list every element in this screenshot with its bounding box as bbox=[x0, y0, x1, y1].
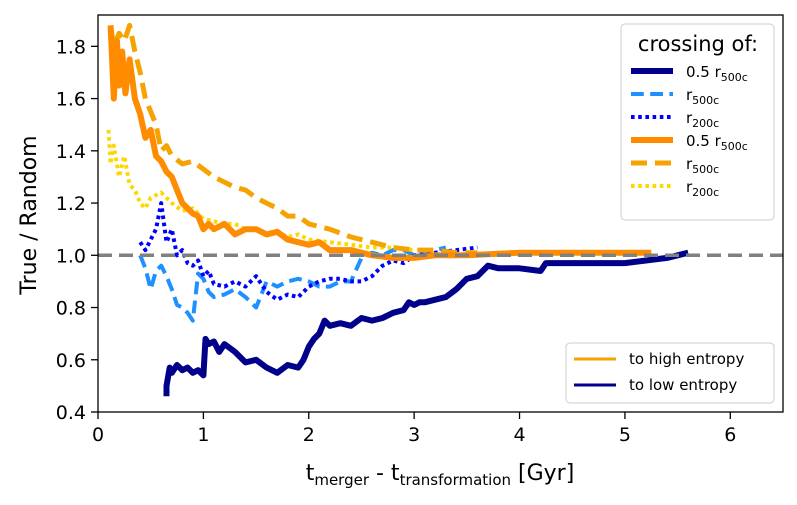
series-layer bbox=[106, 22, 689, 397]
legend-label-4: 0.5 r500c bbox=[686, 132, 748, 153]
x-label-sub2: transformation bbox=[400, 471, 511, 489]
x-label-main: t bbox=[306, 461, 315, 486]
legend-direction-label-1: to high entropy bbox=[629, 350, 744, 368]
x-label-sub1: merger bbox=[314, 471, 369, 489]
series-line-3 bbox=[138, 201, 478, 302]
y-tick-label: 0.6 bbox=[56, 350, 86, 372]
x-tick-label: 3 bbox=[408, 424, 420, 446]
legend-direction-box bbox=[565, 342, 775, 404]
legend-label-6: r200c bbox=[686, 178, 719, 199]
x-tick-label: 0 bbox=[92, 424, 104, 446]
legend-label-2: r500c bbox=[686, 86, 719, 107]
x-axis-label: tmerger - ttransformation [Gyr] bbox=[306, 461, 575, 489]
x-tick-label: 4 bbox=[513, 424, 525, 446]
legend-label-5: r500c bbox=[686, 155, 719, 176]
y-tick-label: 1.2 bbox=[56, 193, 86, 215]
y-tick-label: 0.4 bbox=[56, 402, 86, 424]
y-tick-label: 1.8 bbox=[56, 36, 86, 58]
legend-label-3: r200c bbox=[686, 109, 719, 130]
x-axis: 0 1 2 3 4 5 6 bbox=[92, 412, 736, 446]
x-tick-label: 6 bbox=[724, 424, 736, 446]
legend-crossing-title: crossing of: bbox=[638, 32, 758, 56]
y-tick-label: 0.8 bbox=[56, 298, 86, 320]
series-line-6 bbox=[106, 129, 415, 253]
x-label-unit: [Gyr] bbox=[511, 461, 574, 486]
plot-frame bbox=[97, 14, 784, 413]
x-tick-label: 2 bbox=[303, 424, 315, 446]
legend-direction: to high entropy to low entropy bbox=[565, 342, 775, 404]
series-line-4 bbox=[107, 25, 652, 261]
x-tick-label: 5 bbox=[619, 424, 631, 446]
x-label-mid: - t bbox=[369, 461, 400, 486]
series-line-5 bbox=[108, 22, 478, 256]
y-axis-label: True / Random bbox=[17, 135, 42, 295]
legend-label-1: 0.5 r500c bbox=[686, 63, 748, 84]
y-tick-label: 1.0 bbox=[56, 245, 86, 267]
y-axis: 0.4 0.6 0.8 1.0 1.2 1.4 1.6 1.8 bbox=[56, 36, 98, 424]
series-line-1 bbox=[163, 249, 689, 397]
series-line-2 bbox=[138, 245, 447, 323]
legend-direction-label-2: to low entropy bbox=[629, 376, 737, 394]
y-tick-label: 1.6 bbox=[56, 89, 86, 111]
y-tick-label: 1.4 bbox=[56, 141, 86, 163]
x-tick-label: 1 bbox=[197, 424, 209, 446]
